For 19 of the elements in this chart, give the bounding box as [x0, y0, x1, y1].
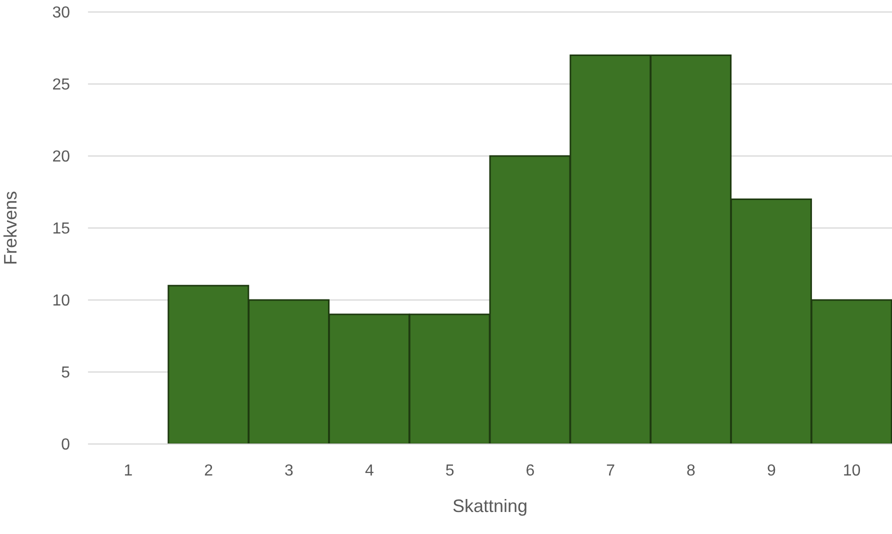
y-tick-label: 10: [52, 292, 70, 310]
x-tick-label: 9: [766, 462, 776, 480]
x-tick-label: 1: [124, 462, 133, 480]
y-tick-label: 15: [52, 220, 70, 238]
y-tick-label: 5: [61, 364, 70, 382]
x-tick-label: 10: [842, 462, 861, 480]
y-tick-label: 20: [52, 148, 70, 166]
x-tick-label: 6: [526, 462, 535, 480]
y-tick-label: 25: [52, 76, 70, 94]
x-tick-label: 8: [686, 462, 696, 480]
x-tick-label: 3: [284, 462, 294, 480]
y-tick-label: 30: [52, 4, 70, 22]
x-axis-title: Skattning: [452, 496, 528, 516]
y-axis-title: Frekvens: [0, 190, 20, 266]
x-tick-label: 7: [606, 462, 616, 480]
x-tick-label: 5: [445, 462, 454, 480]
x-tick-label: 2: [204, 462, 214, 480]
x-tick-label: 4: [364, 462, 374, 480]
y-tick-label: 0: [61, 436, 70, 454]
